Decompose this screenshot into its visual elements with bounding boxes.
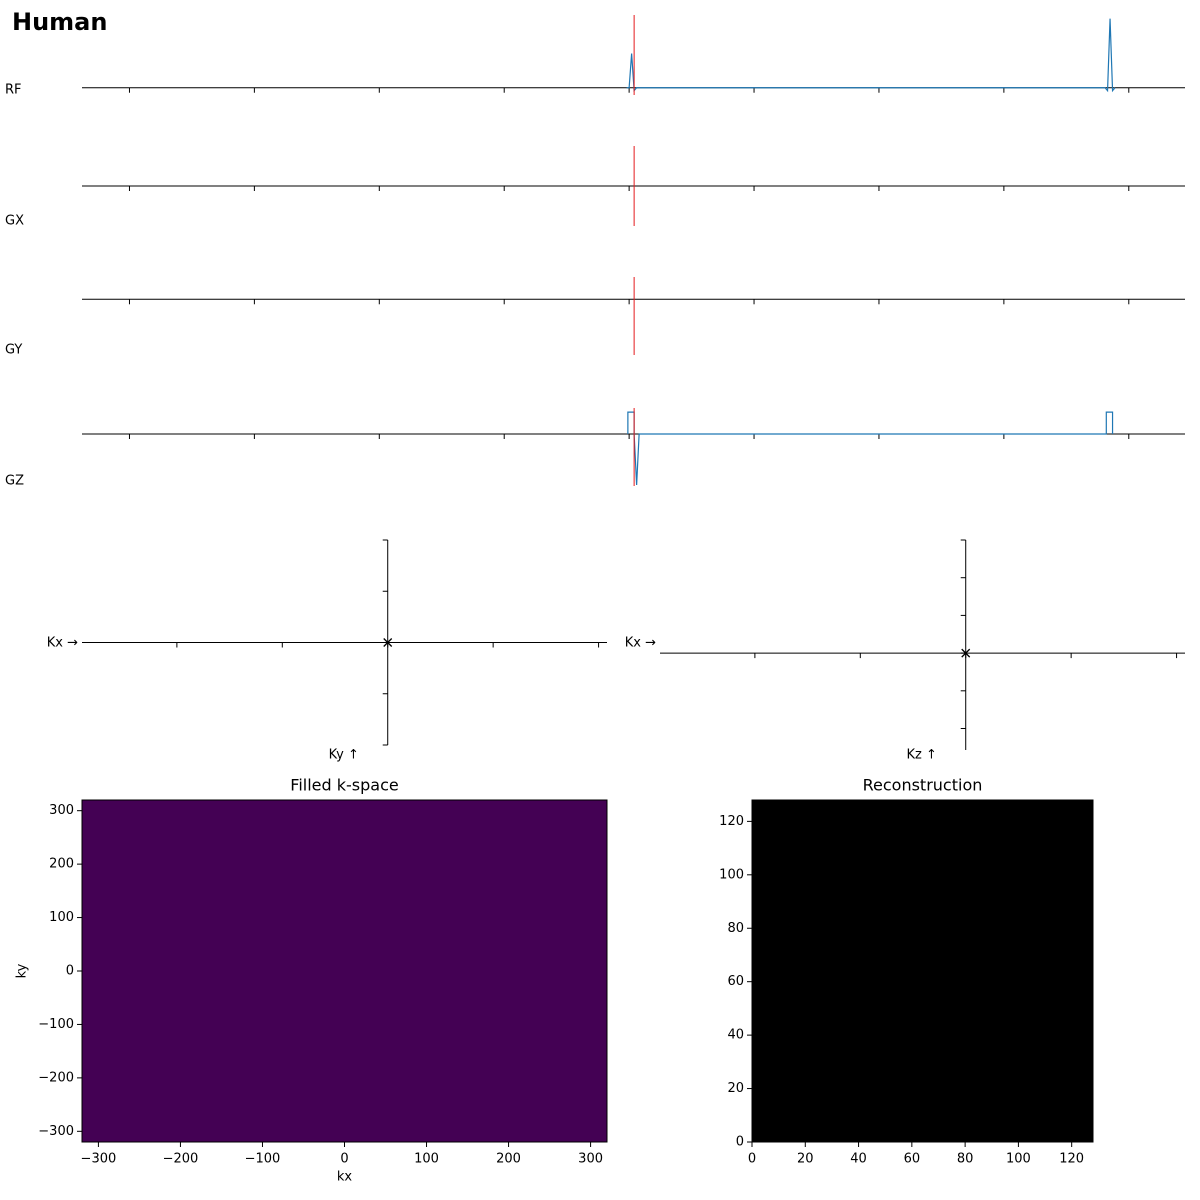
x-tick-label: 0 — [340, 1152, 348, 1167]
plot-title: Reconstruction — [863, 776, 983, 795]
x-tick-label: 300 — [578, 1152, 603, 1167]
x-axis-label: Kx → — [625, 636, 656, 651]
x-tick-label: 20 — [797, 1152, 814, 1167]
waveform — [627, 411, 1114, 485]
y-tick-label: 40 — [727, 1028, 744, 1043]
x-tick-label: −300 — [81, 1152, 117, 1167]
plot-title: Filled k-space — [290, 776, 398, 795]
y-tick-label: −100 — [38, 1017, 74, 1032]
y-axis-label: Ky ↑ — [329, 748, 359, 763]
image — [751, 799, 1094, 1143]
x-tick-label: 100 — [414, 1152, 439, 1167]
x-tick-label: 200 — [496, 1152, 521, 1167]
y-tick-label: 200 — [49, 857, 74, 872]
y-tick-label: 0 — [736, 1135, 744, 1150]
figure-title: Human — [12, 8, 107, 36]
x-tick-label: 60 — [904, 1152, 921, 1167]
image — [81, 799, 608, 1143]
waveform — [626, 18, 1116, 93]
y-tick-label: 60 — [727, 974, 744, 989]
y-tick-label: 0 — [66, 964, 74, 979]
x-tick-label: 120 — [1059, 1152, 1084, 1167]
y-tick-label: −300 — [38, 1124, 74, 1139]
y-tick-label: 300 — [49, 803, 74, 818]
x-tick-label: 0 — [748, 1152, 756, 1167]
x-axis-label: Kx → — [47, 636, 78, 651]
channel-label: GY — [5, 343, 22, 358]
y-tick-label: −200 — [38, 1070, 74, 1085]
k-position — [383, 638, 393, 647]
x-tick-label: 40 — [850, 1152, 867, 1167]
y-tick-label: 120 — [719, 814, 744, 829]
x-tick-label: −100 — [245, 1152, 281, 1167]
y-axis-label: Kz ↑ — [907, 748, 937, 763]
y-tick-label: 100 — [49, 910, 74, 925]
channel-label: GZ — [5, 474, 24, 489]
y-axis-label: ky — [15, 963, 30, 978]
y-tick-label: 100 — [719, 867, 744, 882]
y-tick-label: 20 — [727, 1081, 744, 1096]
y-tick-label: 80 — [727, 921, 744, 936]
x-tick-label: 100 — [1006, 1152, 1031, 1167]
x-tick-label: 80 — [957, 1152, 974, 1167]
x-axis-label: kx — [337, 1170, 353, 1185]
channel-label: RF — [5, 83, 22, 98]
k-position — [961, 648, 971, 658]
x-tick-label: −200 — [163, 1152, 199, 1167]
channel-label: GX — [5, 214, 24, 229]
